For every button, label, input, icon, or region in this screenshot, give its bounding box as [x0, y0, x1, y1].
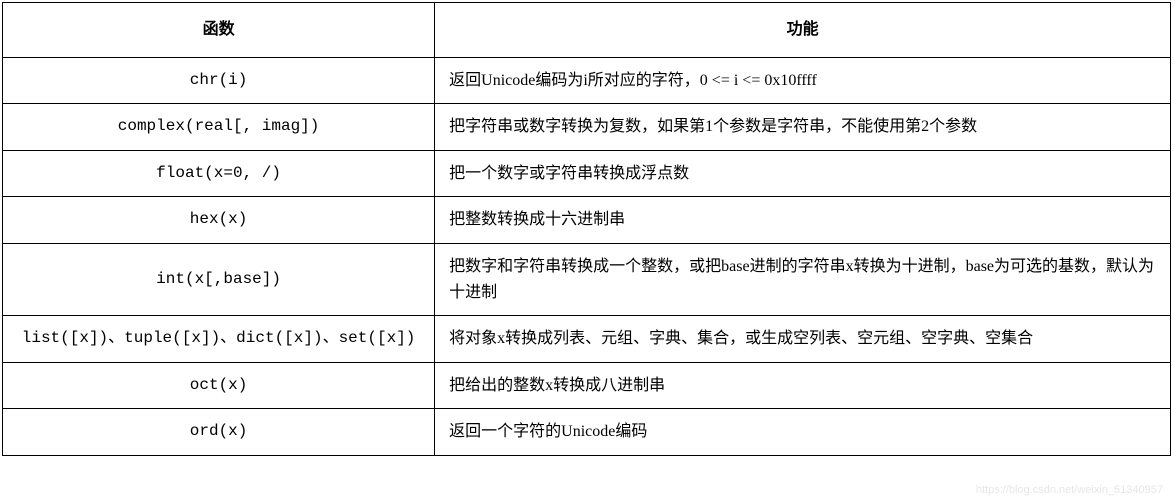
header-description: 功能 — [435, 3, 1171, 58]
watermark-text: https://blog.csdn.net/weixin_51340957 — [976, 484, 1163, 496]
cell-function: float(x=0, /) — [3, 150, 435, 197]
functions-table: 函数 功能 chr(i) 返回Unicode编码为i所对应的字符，0 <= i … — [2, 2, 1171, 456]
cell-function: hex(x) — [3, 197, 435, 244]
cell-function: list([x])、tuple([x])、dict([x])、set([x]) — [3, 316, 435, 363]
header-function: 函数 — [3, 3, 435, 58]
table-row: int(x[,base]) 把数字和字符串转换成一个整数，或把base进制的字符… — [3, 243, 1171, 315]
cell-function: complex(real[, imag]) — [3, 104, 435, 151]
cell-description: 将对象x转换成列表、元组、字典、集合，或生成空列表、空元组、空字典、空集合 — [435, 316, 1171, 363]
table-row: float(x=0, /) 把一个数字或字符串转换成浮点数 — [3, 150, 1171, 197]
cell-description: 把字符串或数字转换为复数，如果第1个参数是字符串，不能使用第2个参数 — [435, 104, 1171, 151]
cell-function: int(x[,base]) — [3, 243, 435, 315]
table-header-row: 函数 功能 — [3, 3, 1171, 58]
cell-function: oct(x) — [3, 362, 435, 409]
table-row: hex(x) 把整数转换成十六进制串 — [3, 197, 1171, 244]
table-row: list([x])、tuple([x])、dict([x])、set([x]) … — [3, 316, 1171, 363]
cell-function: ord(x) — [3, 409, 435, 456]
table-row: complex(real[, imag]) 把字符串或数字转换为复数，如果第1个… — [3, 104, 1171, 151]
cell-description: 把整数转换成十六进制串 — [435, 197, 1171, 244]
cell-description: 返回Unicode编码为i所对应的字符，0 <= i <= 0x10ffff — [435, 57, 1171, 104]
cell-function: chr(i) — [3, 57, 435, 104]
cell-description: 把给出的整数x转换成八进制串 — [435, 362, 1171, 409]
table-row: oct(x) 把给出的整数x转换成八进制串 — [3, 362, 1171, 409]
cell-description: 返回一个字符的Unicode编码 — [435, 409, 1171, 456]
cell-description: 把一个数字或字符串转换成浮点数 — [435, 150, 1171, 197]
cell-description: 把数字和字符串转换成一个整数，或把base进制的字符串x转换为十进制，base为… — [435, 243, 1171, 315]
table-row: chr(i) 返回Unicode编码为i所对应的字符，0 <= i <= 0x1… — [3, 57, 1171, 104]
table-row: ord(x) 返回一个字符的Unicode编码 — [3, 409, 1171, 456]
